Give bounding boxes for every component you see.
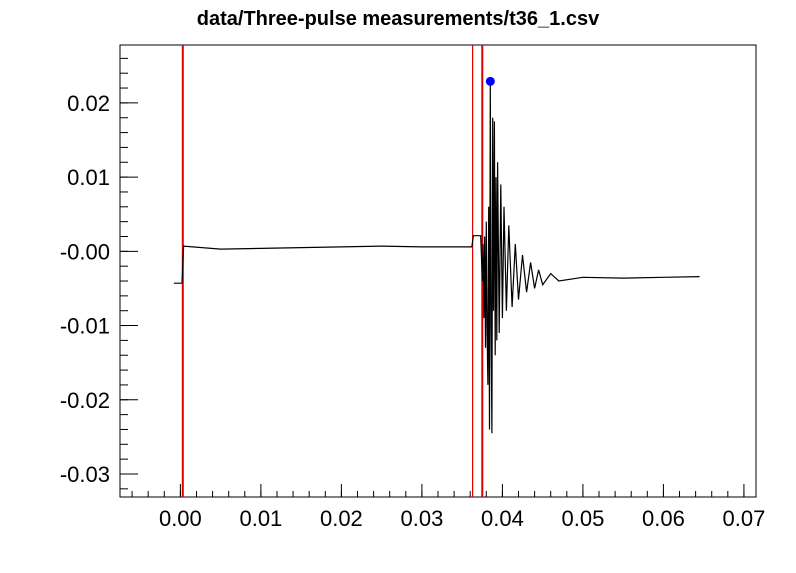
y-tick-label: -0.03 [60,462,110,487]
y-tick-label: -0.01 [60,314,110,339]
y-tick-label: 0.01 [67,165,110,190]
peak-layer [485,76,495,86]
vertical-markers [181,45,484,497]
x-tick-labels: 0.00 0.01 0.02 0.03 0.04 0.05 0.06 0.07 [159,506,765,531]
x-tick-label: 0.02 [320,506,363,531]
x-tick-label: 0.05 [561,506,604,531]
chart-title: data/Three-pulse measurements/t36_1.csv [196,8,600,30]
y-tick-label: -0.00 [60,239,110,264]
x-tick-label: 0.01 [239,506,282,531]
x-tick-label: 0.07 [723,506,766,531]
x-tick-label: 0.06 [642,506,685,531]
x-tick-label: 0.04 [481,506,524,531]
major-ticks [120,102,745,497]
peak-point [485,76,495,86]
y-tick-label: -0.02 [60,388,110,413]
y-tick-label: 0.02 [67,91,110,116]
x-tick-label: 0.03 [400,506,443,531]
series-layer [173,81,700,434]
signal-trace [173,81,700,434]
plot-frame [119,44,757,498]
x-tick-label: 0.00 [159,506,202,531]
y-tick-labels: 0.02 0.01 -0.00 -0.01 -0.02 -0.03 [60,91,110,487]
